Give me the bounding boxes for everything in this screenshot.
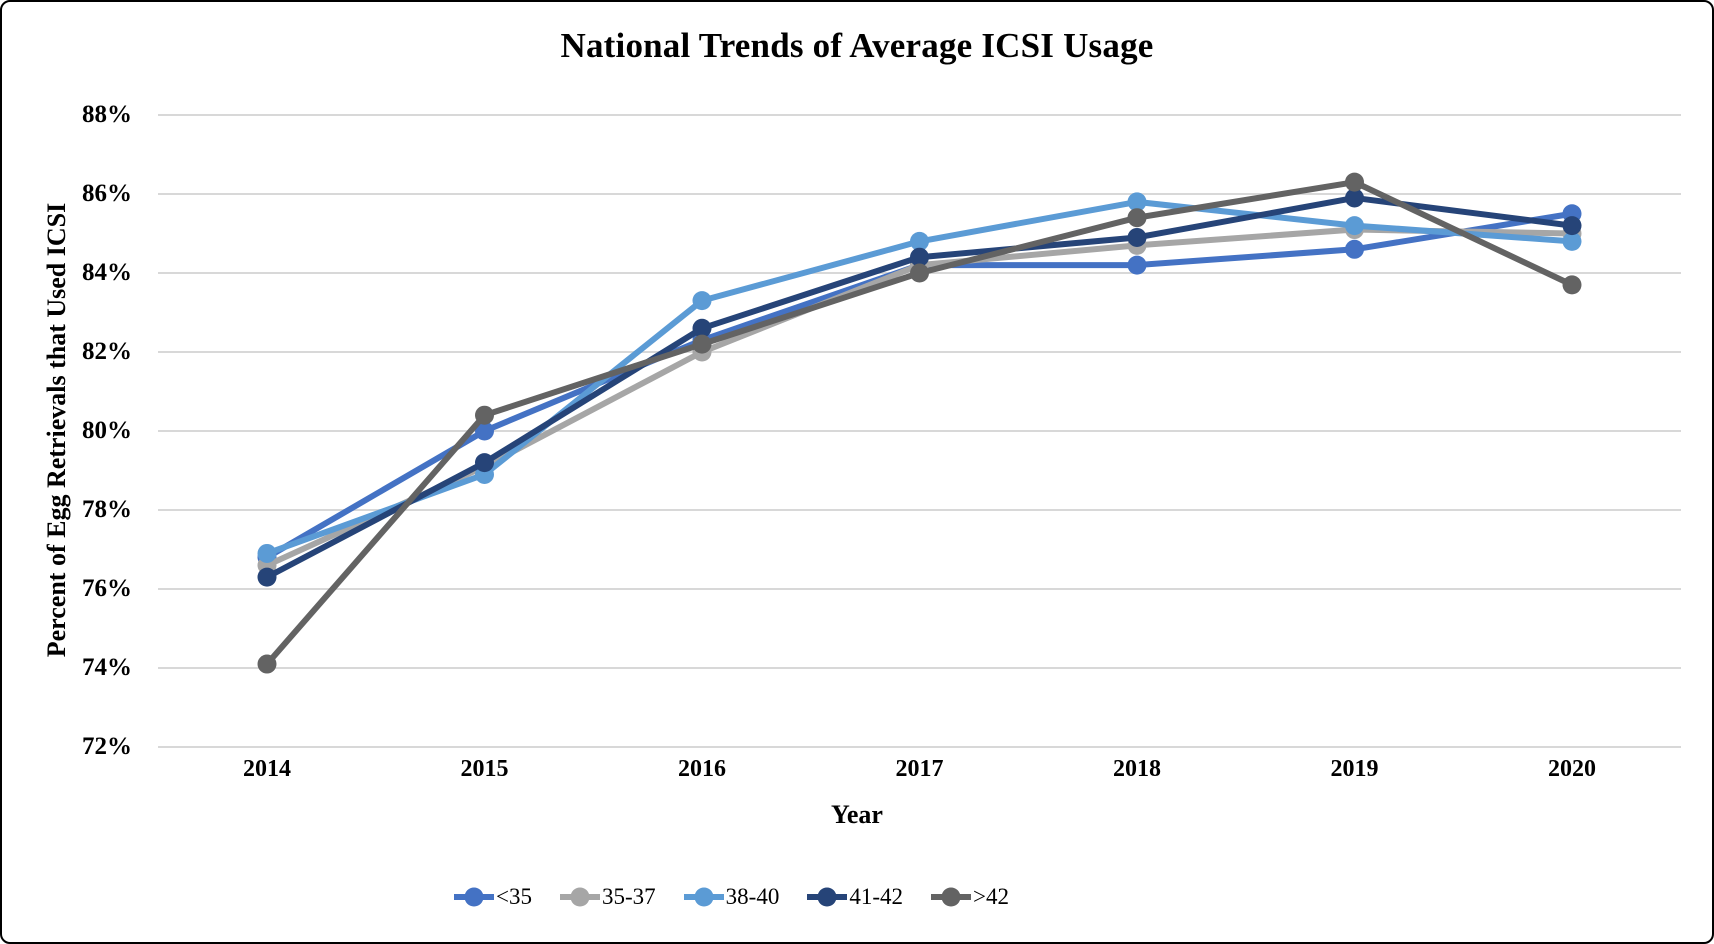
data-point->42-2014	[257, 654, 277, 674]
y-tick-label-84: 84%	[82, 259, 132, 286]
chart-legend: <35 35-37 38-40 41-42 >42	[454, 880, 1009, 914]
data-point->42-2018	[1127, 208, 1147, 228]
legend-item->42: >42	[931, 884, 1009, 910]
data-point-41-42-2015	[475, 453, 494, 473]
y-tick-label-88: 88%	[82, 101, 132, 128]
legend-marker-icon	[931, 887, 971, 907]
legend-item-41-42: 41-42	[807, 884, 903, 910]
legend-label: <35	[496, 884, 532, 909]
y-tick-label-86: 86%	[82, 180, 132, 207]
y-tick-label-80: 80%	[82, 417, 132, 444]
legend-label: >42	[973, 884, 1009, 909]
x-tick-label-2018: 2018	[1113, 756, 1161, 782]
y-tick-label-78: 78%	[82, 496, 132, 523]
legend-dot-swatch	[941, 887, 961, 907]
data-point-41-42-2016	[692, 318, 712, 338]
data-point->42-2020	[1562, 275, 1582, 295]
data-point-41-42-2020	[1562, 216, 1582, 236]
data-point-41-42-2019	[1345, 188, 1364, 208]
data-point->42-2017	[910, 263, 929, 283]
legend-marker-icon	[454, 887, 494, 907]
y-tick-label-76: 76%	[82, 575, 132, 602]
data-point-38-40-2020	[1562, 231, 1582, 251]
legend-item-38-40: 38-40	[683, 884, 780, 910]
legend-marker-icon	[559, 887, 600, 907]
data-point-38-40-2017	[910, 231, 929, 251]
legend-label: 38-40	[725, 884, 780, 909]
legend-dot-swatch	[570, 887, 590, 907]
data-point-41-42-2017	[910, 247, 929, 267]
legend-label: 41-42	[849, 884, 903, 909]
y-tick-label-82: 82%	[82, 338, 132, 365]
data-point-<35-2015	[475, 421, 494, 441]
x-tick-label-2017: 2017	[895, 756, 944, 782]
y-axis-title: Percent of Egg Retrievals that Used ICSI	[42, 202, 71, 658]
legend-item-35-37: 35-37	[559, 884, 656, 910]
chart-title: National Trends of Average ICSI Usage	[560, 26, 1154, 65]
x-tick-label-2020: 2020	[1548, 756, 1596, 782]
x-tick-label-2016: 2016	[678, 756, 726, 782]
legend-dot-swatch	[694, 887, 714, 907]
data-point-38-40-2019	[1345, 216, 1364, 236]
x-axis-title: Year	[831, 800, 883, 829]
legend-item-<35: <35	[454, 884, 532, 910]
data-point-<35-2018	[1127, 255, 1147, 275]
data-point->42-2015	[475, 405, 494, 425]
legend-label: 35-37	[601, 884, 656, 909]
data-point-41-42-2018	[1127, 227, 1147, 247]
data-point->42-2016	[692, 334, 712, 354]
data-point->42-2019	[1345, 172, 1364, 192]
x-tick-label-2019: 2019	[1330, 756, 1379, 782]
y-tick-label-72: 72%	[82, 733, 132, 760]
x-tick-label-2015: 2015	[460, 756, 509, 782]
x-tick-label-2014: 2014	[243, 756, 291, 782]
y-tick-label-74: 74%	[82, 654, 132, 681]
legend-dot-swatch	[464, 887, 484, 907]
legend-marker-icon	[807, 887, 848, 907]
data-point-38-40-2014	[257, 543, 277, 563]
data-point-38-40-2018	[1127, 192, 1147, 212]
legend-dot-swatch	[817, 887, 837, 907]
legend-marker-icon	[683, 887, 724, 907]
data-point-<35-2019	[1345, 239, 1364, 259]
data-point-41-42-2014	[257, 567, 277, 587]
data-point-38-40-2016	[692, 291, 712, 311]
